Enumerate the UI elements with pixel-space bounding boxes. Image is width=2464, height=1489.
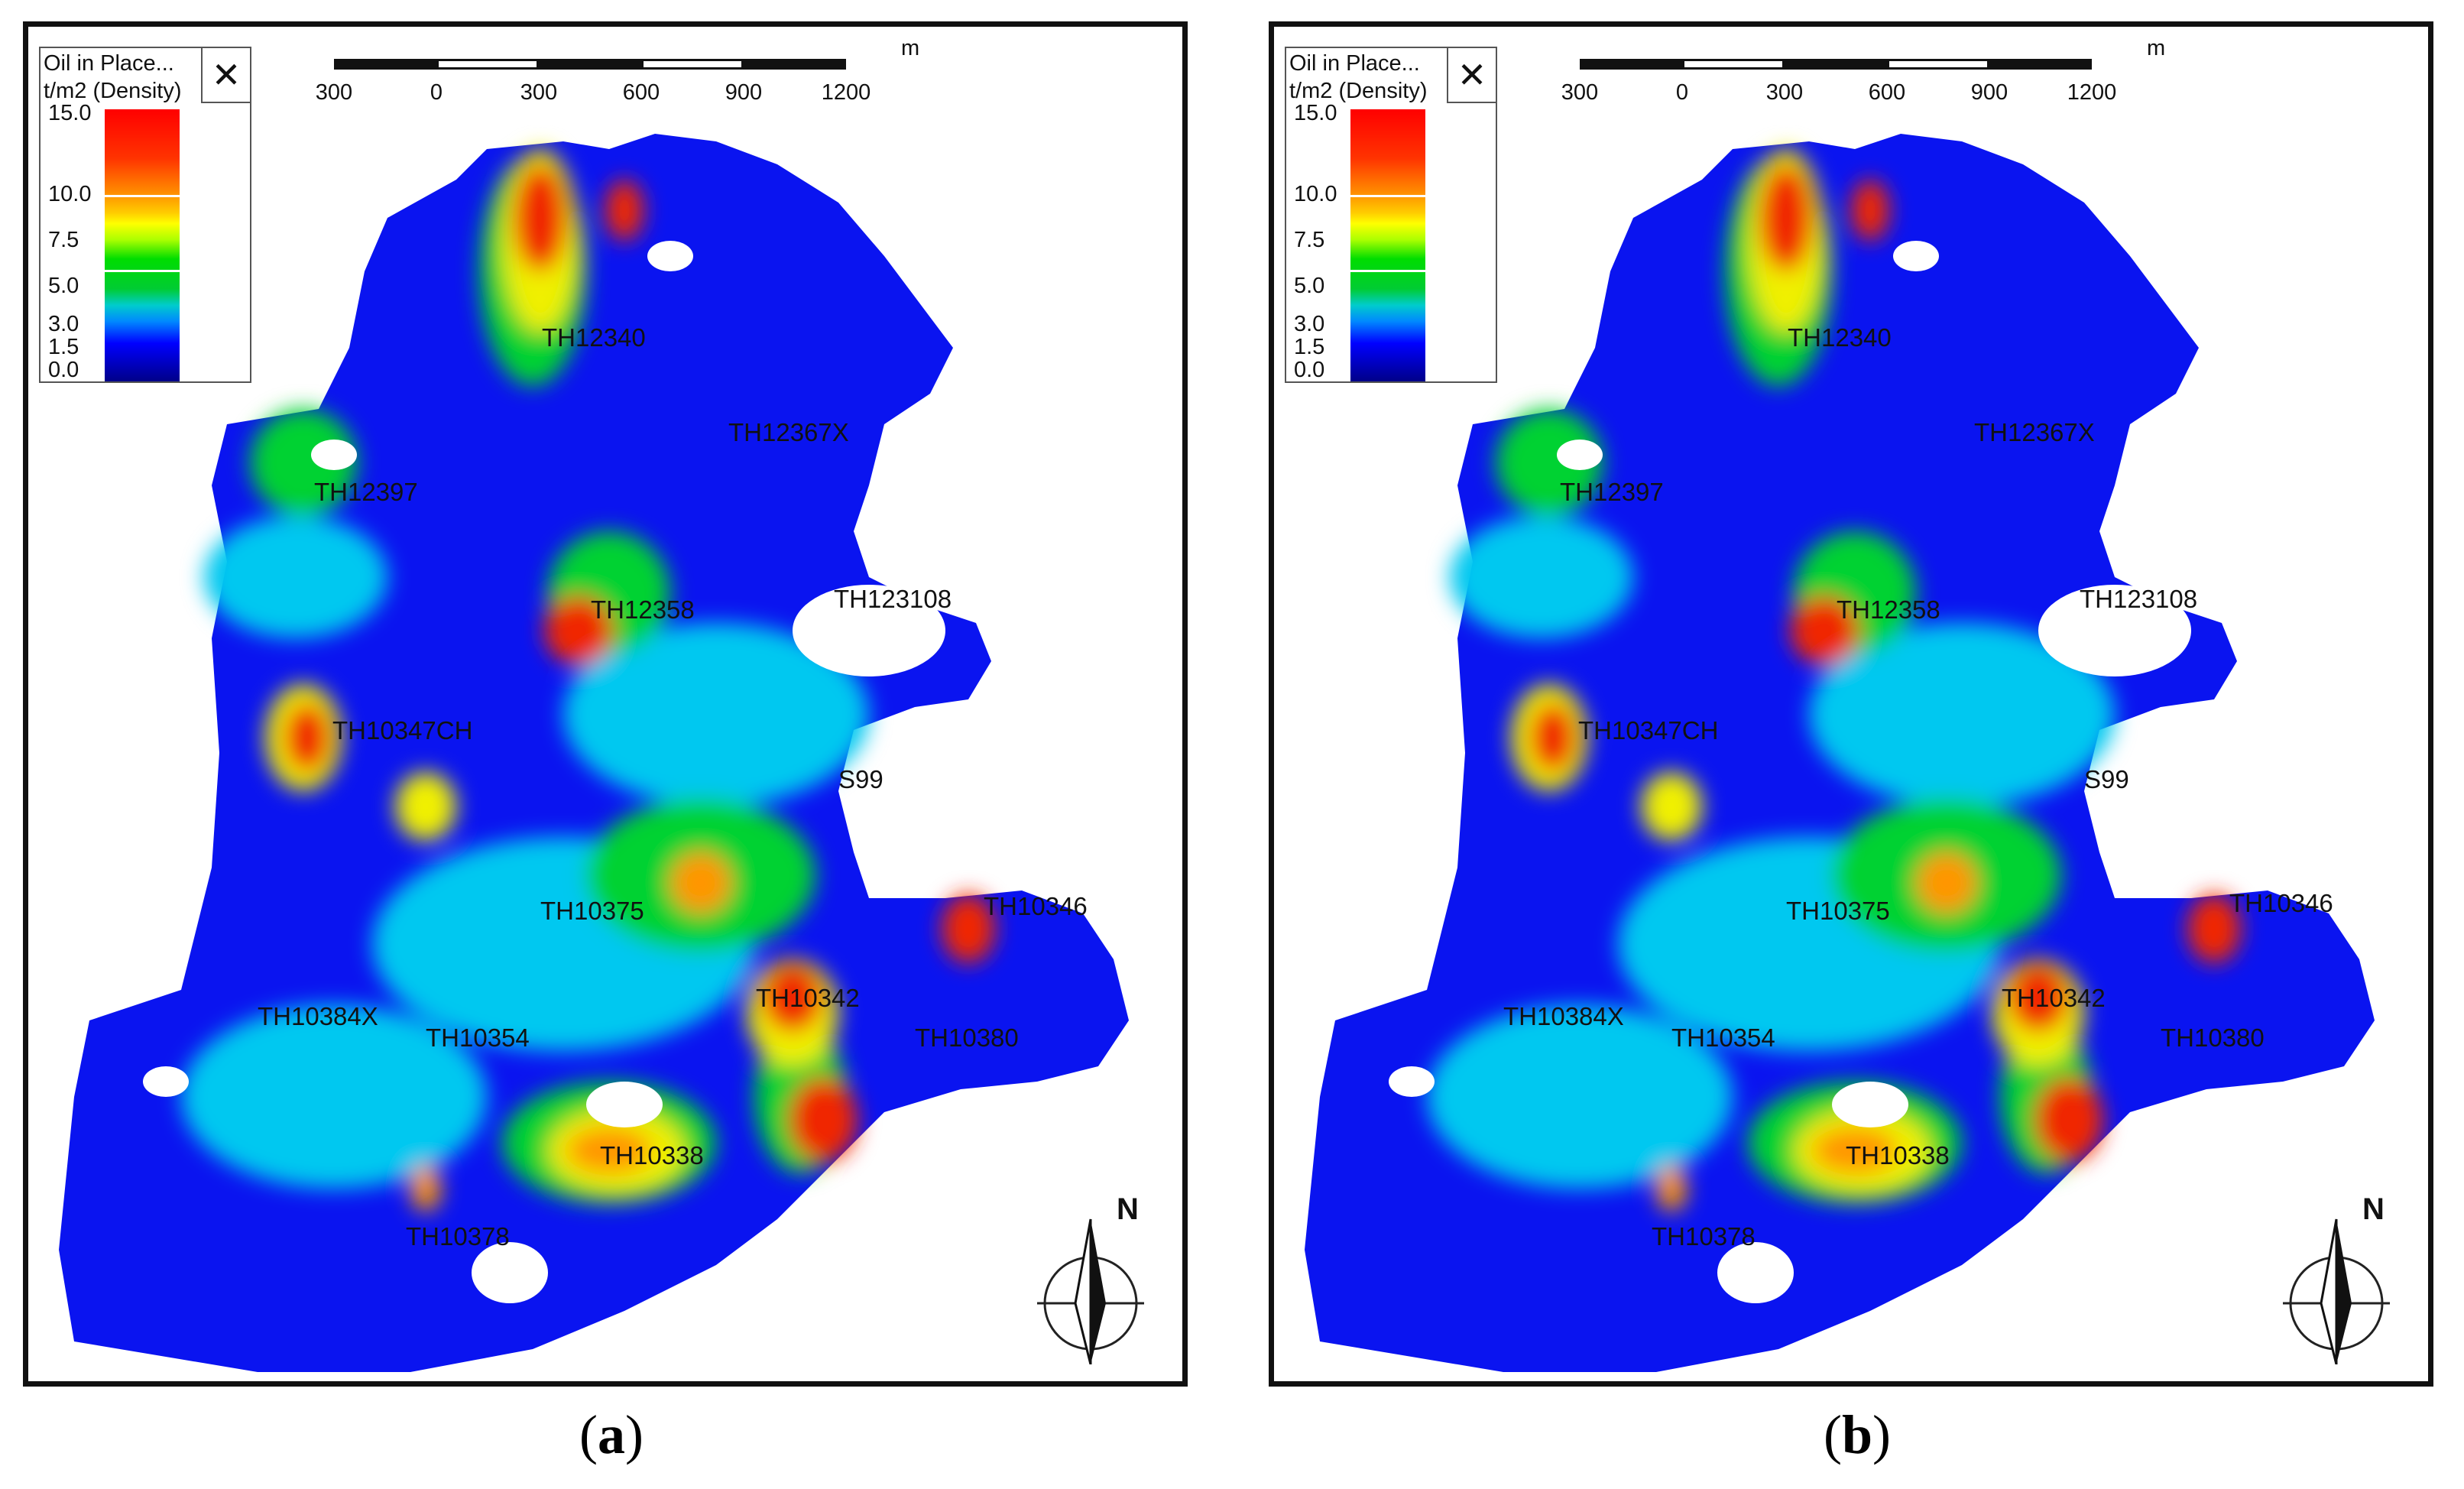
scale-label: 300 [1765,80,1804,105]
well-label: TH10338 [1846,1141,1950,1169]
well-label: TH10347CH [1578,716,1719,744]
well-label: S99 [2084,765,2129,793]
scale-segment [539,59,641,70]
scale-unit: m [2147,36,2166,60]
caption-b: (b) [1823,1404,1891,1465]
scale-label: 600 [1868,80,1906,105]
north-label: N [1117,1192,1139,1226]
well-label: TH12340 [542,323,646,352]
well-label: TH10338 [600,1141,704,1169]
scale-label: 600 [622,80,660,105]
legend-label: 3.0 [1294,312,1325,336]
scale-label: 300 [520,80,558,105]
scale-label: 900 [725,80,763,105]
legend-tick-mark [105,270,180,272]
well-label: TH10378 [406,1222,510,1251]
legend-tick-mark [1350,195,1425,197]
well-label: TH12358 [591,595,695,624]
legend-title: Oil in Place... t/m2 (Density) [1289,51,1428,103]
legend-label: 5.0 [48,274,79,298]
legend-label: 15.0 [48,101,92,125]
legend: Oil in Place... t/m2 (Density) ✕ 15.0 10.… [1285,47,1497,383]
scale-label: 300 [315,80,353,105]
legend: Oil in Place... t/m2 (Density) ✕ 15.0 10.… [39,47,251,383]
well-label: TH10380 [2161,1023,2265,1052]
well-label: TH10378 [1652,1222,1756,1251]
density-map-b [1305,134,2375,1372]
close-icon[interactable]: ✕ [201,48,250,103]
scale-segment [744,59,846,70]
well-label: TH12397 [1560,478,1664,506]
legend-label: 3.0 [48,312,79,336]
scale-label: 300 [1561,80,1599,105]
well-label: TH10354 [426,1023,530,1052]
density-blobs [1427,149,2241,1212]
well-label: TH12397 [314,478,418,506]
legend-label: 5.0 [1294,274,1325,298]
legend-label: 0.0 [1294,358,1325,382]
scale-segment [641,59,744,70]
well-label: TH10375 [1786,897,1890,925]
scale-bar: 300 0 300 600 900 1200 m [1561,36,2165,129]
scale-label: 1200 [2067,80,2117,105]
density-map-a [59,134,1129,1372]
legend-label: 1.5 [48,335,79,359]
north-label: N [2362,1192,2385,1226]
scale-label: 0 [1675,80,1689,105]
map-holes [143,241,945,1311]
scale-segment [1887,59,1989,70]
scale-label: 900 [1970,80,2008,105]
north-arrow-icon: N [1037,1192,1144,1364]
legend-label: 15.0 [1294,101,1337,125]
legend-label: 7.5 [1294,228,1325,252]
close-icon[interactable]: ✕ [1447,48,1496,103]
well-label: TH12340 [1788,323,1892,352]
caption-a: (a) [579,1404,644,1465]
legend-tick-mark [105,195,180,197]
legend-label: 10.0 [48,182,92,206]
scale-segment [1580,59,1682,70]
scale-label: 1200 [821,80,871,105]
scale-label: 0 [430,80,443,105]
well-label: TH10346 [2229,889,2333,917]
well-label: TH10342 [2002,984,2106,1012]
map-panel-b: Oil in Place... t/m2 (Density) ✕ 15.0 10.… [1269,21,2433,1387]
north-arrow-icon: N [2283,1192,2390,1364]
scale-segment [1989,59,2092,70]
legend-label: 7.5 [48,228,79,252]
map-holes [1389,241,2191,1311]
density-blobs [181,149,995,1212]
well-label: TH12367X [1974,418,2095,446]
well-label: TH10342 [756,984,860,1012]
well-label: TH10347CH [332,716,473,744]
scale-segment [1785,59,1887,70]
well-label: TH10346 [984,892,1088,920]
well-label: TH10354 [1671,1023,1775,1052]
scale-segment [334,59,436,70]
well-label: TH12358 [1837,595,1940,624]
color-ramp [105,109,180,381]
map-panel-a: Oil in Place... t/m2 (Density) ✕ 15.0 10.… [23,21,1188,1387]
scale-segment [1682,59,1785,70]
scale-bar: 300 0 300 600 900 1200 m [316,36,919,129]
well-label: S99 [838,765,883,793]
well-label: TH10384X [258,1002,378,1030]
well-label: TH10375 [540,897,644,925]
well-label: TH10380 [915,1023,1019,1052]
well-label: TH123108 [834,585,952,613]
legend-label: 1.5 [1294,335,1325,359]
color-ramp [1350,109,1425,381]
legend-label: 0.0 [48,358,79,382]
scale-segment [436,59,539,70]
well-label: TH10384X [1503,1002,1624,1030]
well-label: TH12367X [728,418,849,446]
scale-unit: m [901,36,920,60]
well-label: TH123108 [2080,585,2198,613]
legend-tick-mark [1350,270,1425,272]
legend-label: 10.0 [1294,182,1337,206]
legend-title: Oil in Place... t/m2 (Density) [44,51,182,103]
